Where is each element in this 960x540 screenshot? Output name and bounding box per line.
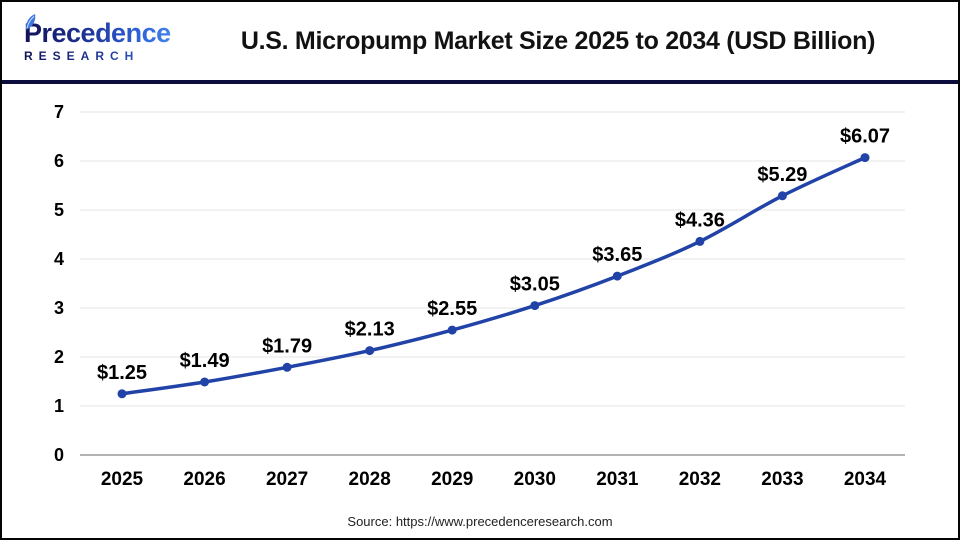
data-point: [612, 271, 622, 281]
chart-area: 0 1 2 3 4 5 6 7 2025 2026 2027 2028 2029 2030 2031 2032…: [2, 84, 958, 538]
x-axis-tick-label: 2034: [844, 469, 887, 490]
logo-wordmark: Precedence: [24, 20, 186, 47]
y-axis-tick-label: 2: [54, 347, 64, 367]
x-axis-tick-label: 2028: [349, 469, 391, 490]
y-axis-tick-label: 1: [54, 396, 64, 416]
y-axis-tick-label: 6: [54, 151, 64, 171]
x-axis-tick-label: 2025: [101, 469, 144, 490]
data-label: $3.05: [510, 274, 560, 296]
data-label: $1.49: [180, 350, 230, 372]
x-axis-tick-label: 2029: [431, 469, 473, 490]
data-label: $4.36: [675, 209, 725, 231]
data-label: $5.29: [757, 164, 807, 186]
leaf-icon: [23, 14, 39, 34]
data-point: [447, 325, 457, 335]
data-label: $1.79: [262, 335, 312, 357]
precedence-research-logo: Precedence RESEARCH: [24, 14, 186, 62]
data-label: $2.13: [345, 319, 395, 341]
data-point: [200, 377, 210, 387]
data-label: $6.07: [840, 126, 890, 148]
x-axis-tick-label: 2026: [183, 469, 225, 490]
x-axis-tick-label: 2030: [514, 469, 556, 490]
x-axis-tick-label: 2033: [761, 469, 803, 490]
header-separator: [2, 80, 958, 84]
header: Precedence RESEARCH U.S. Micropump Marke…: [2, 2, 958, 80]
source-caption: Source: https://www.precedenceresearch.c…: [347, 514, 613, 529]
x-axis-tick-label: 2032: [679, 469, 721, 490]
y-axis-tick-label: 3: [54, 298, 64, 318]
y-axis-tick-label: 0: [54, 445, 64, 465]
chart-title: U.S. Micropump Market Size 2025 to 2034 …: [240, 26, 876, 55]
data-label: $3.65: [592, 244, 642, 266]
logo-subtitle: RESEARCH: [24, 50, 186, 62]
x-axis-tick-label: 2027: [266, 469, 308, 490]
data-point: [530, 301, 540, 311]
data-label: $1.25: [97, 362, 147, 384]
y-axis-tick-label: 7: [54, 102, 64, 122]
data-point: [282, 362, 292, 372]
data-point: [860, 153, 870, 163]
data-point: [117, 389, 127, 399]
x-axis-tick-label: 2031: [596, 469, 639, 490]
data-point: [365, 346, 375, 356]
series-line: [120, 155, 867, 396]
data-label: $2.55: [427, 298, 477, 320]
data-point: [777, 191, 787, 201]
data-point: [695, 236, 705, 246]
y-axis-tick-label: 5: [54, 200, 64, 220]
chart-canvas: 0 1 2 3 4 5 6 7 2025 2026 2027 2028 2029 2030 2031 2032…: [54, 102, 905, 490]
y-axis-tick-label: 4: [54, 249, 64, 269]
